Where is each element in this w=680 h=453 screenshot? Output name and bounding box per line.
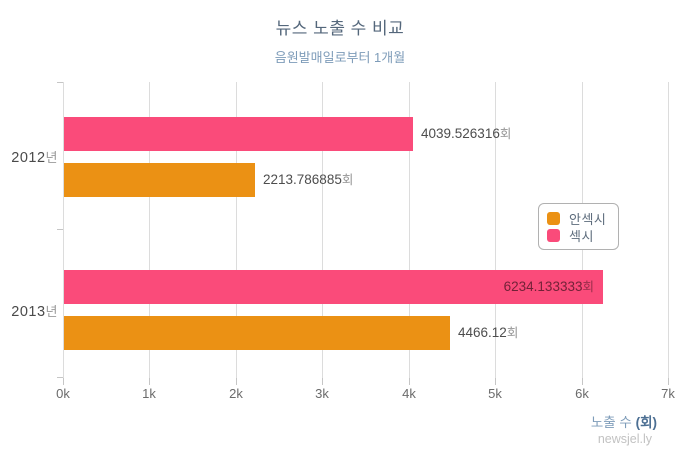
gridline <box>149 82 150 378</box>
y-axis-tick <box>57 377 63 378</box>
bar-value: 4466.12 <box>458 325 507 340</box>
bar-value: 4039.526316 <box>421 126 500 141</box>
chart-subtitle: 음원발매일로부터 1개월 <box>274 50 406 65</box>
plot-area: 4039.526316회 2213.786885회 6234.133333회 4466… <box>57 82 669 385</box>
x-tick-label: 1k <box>142 386 156 401</box>
gridline <box>322 82 323 378</box>
x-axis-title-unit: (회) <box>635 415 657 430</box>
gridline <box>495 82 496 378</box>
bar-data-label: 4466.12회 <box>458 316 518 350</box>
y-axis-tick <box>57 82 63 83</box>
bar-value-unit: 회 <box>341 173 354 187</box>
bar-segment[interactable] <box>64 163 255 197</box>
x-tick <box>495 378 496 385</box>
x-tick-label: 6k <box>575 386 589 401</box>
legend: 안섹시 섹시 <box>538 203 620 250</box>
x-tick-label: 0k <box>56 386 70 401</box>
x-tick-label: 7k <box>661 386 675 401</box>
legend-swatch-icon <box>547 228 560 242</box>
x-tick <box>63 378 64 385</box>
legend-item-label: 안섹시 <box>569 211 607 227</box>
legend-swatch-icon <box>547 211 560 225</box>
x-tick-label: 4k <box>402 386 416 401</box>
chart-title: 뉴스 노출 수 비교 <box>275 19 405 38</box>
x-tick-label: 5k <box>488 386 502 401</box>
x-tick <box>668 378 669 385</box>
gridline <box>668 82 669 378</box>
x-tick-label: 3k <box>315 386 329 401</box>
category-unit: 년 <box>45 150 58 165</box>
category-year: 2012 <box>11 150 46 166</box>
bar-segment[interactable] <box>64 270 603 304</box>
legend-item-label: 섹시 <box>569 228 594 244</box>
bar-data-label: 4039.526316회 <box>421 117 511 151</box>
x-tick <box>149 378 150 385</box>
bar-segment[interactable] <box>64 316 450 350</box>
bar-data-label: 6234.133333회 <box>504 270 594 304</box>
gridline <box>63 82 64 378</box>
bar-data-label: 2213.786885회 <box>263 163 353 197</box>
bar-value-unit: 회 <box>506 326 519 340</box>
x-tick <box>236 378 237 385</box>
category-label: 2012년 <box>11 147 58 166</box>
x-tick-label: 2k <box>229 386 243 401</box>
gridline <box>236 82 237 378</box>
x-tick <box>409 378 410 385</box>
bar-value-unit: 회 <box>499 127 512 141</box>
bar-value-unit: 회 <box>582 280 594 294</box>
category-year: 2013 <box>11 304 46 320</box>
x-tick <box>322 378 323 385</box>
bar-value: 2213.786885 <box>263 172 342 187</box>
legend-item[interactable]: 안섹시 <box>547 210 607 227</box>
y-axis-tick <box>57 229 63 230</box>
x-axis-title: 노출 수 (회) <box>591 411 657 431</box>
x-axis-title-text: 노출 수 <box>590 415 636 430</box>
bar-segment[interactable] <box>64 117 413 151</box>
gridline <box>409 82 410 378</box>
legend-item[interactable]: 섹시 <box>547 227 606 244</box>
category-unit: 년 <box>45 304 58 319</box>
x-tick <box>582 378 583 385</box>
bar-value: 6234.133333 <box>503 279 583 294</box>
watermark-newsjelly: newsjel.ly <box>597 432 652 446</box>
category-label: 2013년 <box>11 301 58 320</box>
